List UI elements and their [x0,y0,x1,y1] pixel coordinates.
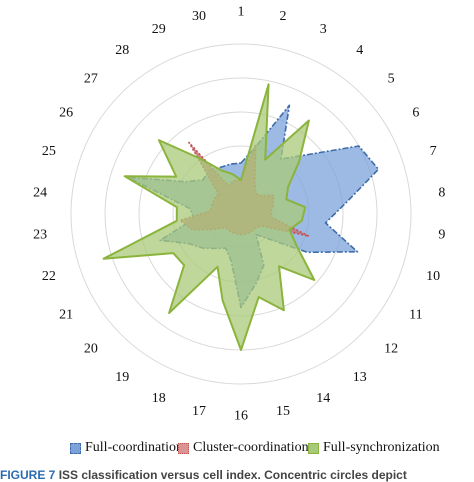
figure-caption: FIGURE 7 ISS classification versus cell … [0,468,474,482]
category-label: 26 [59,106,73,121]
category-label: 28 [115,43,129,58]
legend: Full-coordination Cluster-coordination F… [0,440,474,462]
category-label: 1 [238,5,245,20]
category-label: 27 [84,71,98,86]
legend-label-full-synchronization: Full-synchronization [323,440,440,455]
legend-swatch-cluster-coordination [178,442,189,454]
category-label: 11 [409,308,422,323]
category-label: 13 [353,370,367,385]
category-label: 7 [430,144,437,159]
category-label: 4 [356,43,363,58]
category-label: 12 [384,342,398,357]
category-label: 2 [280,9,287,24]
legend-label-cluster-coordination: Cluster-coordination [193,440,309,455]
legend-item-full-coordination[interactable]: Full-coordination [70,440,183,456]
series-area-full-synchronization [102,83,316,351]
category-label: 30 [192,9,206,24]
caption-text: ISS classification versus cell index. Co… [58,468,407,482]
grid-ring [70,43,412,385]
category-label: 19 [115,370,129,385]
legend-label-full-coordination: Full-coordination [85,440,183,455]
category-label: 10 [426,269,440,284]
category-label: 21 [59,308,73,323]
caption-figure-number: FIGURE 7 [0,468,56,482]
category-label: 25 [42,144,56,159]
radar-chart: 1 234567891011121314151617181920212223242… [33,5,445,424]
category-label: 18 [152,391,166,406]
category-label: 23 [33,228,47,243]
category-label: 9 [438,228,445,243]
legend-item-full-synchronization[interactable]: Full-synchronization [308,440,440,456]
category-label: 22 [42,269,56,284]
legend-item-cluster-coordination[interactable]: Cluster-coordination [178,440,309,456]
category-label: 15 [276,404,290,419]
series-areas [102,83,380,351]
category-labels: 1 234567891011121314151617181920212223242… [33,5,445,424]
category-label: 20 [84,342,98,357]
category-label: 17 [192,404,206,419]
category-label: 14 [316,391,330,406]
category-label: 5 [388,71,395,86]
category-label: 24 [33,185,47,200]
category-label: 6 [412,106,419,121]
category-label: 16 [234,409,248,424]
category-label: 8 [438,185,445,200]
legend-swatch-full-coordination [70,442,81,454]
category-label: 3 [320,22,327,37]
category-label: 29 [152,22,166,37]
legend-swatch-full-synchronization [308,442,319,454]
